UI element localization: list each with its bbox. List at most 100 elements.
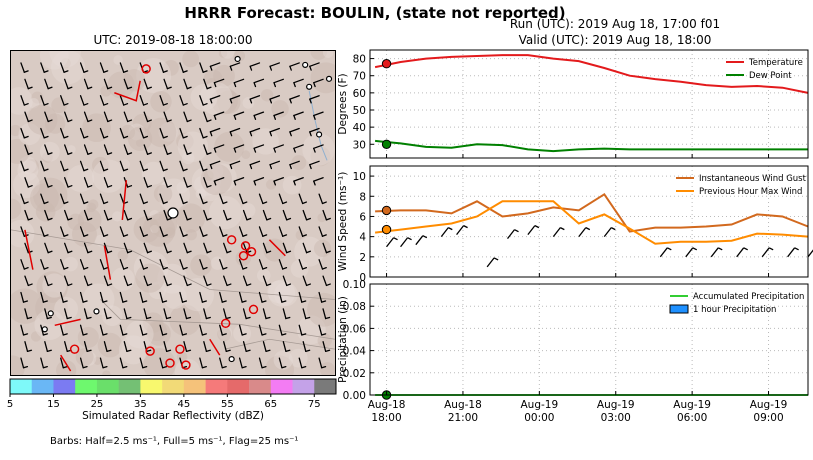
wind-barb [79, 127, 89, 139]
wind-barb [238, 193, 248, 205]
colorbar-frame [9, 378, 337, 395]
wind-barb [44, 177, 53, 188]
wind-barb [163, 78, 172, 90]
wind-barb [183, 308, 192, 320]
wind-barb [103, 308, 112, 320]
wind-barb [20, 62, 29, 73]
wind-barb [163, 341, 172, 352]
x-tick-label: 00:00 [524, 412, 554, 424]
wind-barb [219, 324, 227, 336]
wind-barb [139, 226, 149, 237]
wind-barb [159, 226, 168, 237]
wind-barb [258, 357, 267, 369]
colorbar-swatch [205, 379, 228, 394]
y-axis-label: Precipitation (in) [337, 296, 349, 383]
wind-barb [159, 193, 168, 205]
wind-barb [103, 111, 113, 123]
wind-barb [213, 144, 225, 153]
x-tick-label: 09:00 [753, 412, 783, 424]
station-dot [302, 61, 309, 68]
wind-barb [64, 78, 73, 90]
wind-barb [83, 78, 93, 90]
wind-barb [249, 62, 261, 71]
wind-barb [159, 95, 168, 106]
wind-barb [179, 62, 188, 73]
wind-barb [103, 78, 113, 90]
wind-barb [400, 237, 412, 248]
series-line [375, 139, 808, 153]
wind-barb [60, 160, 69, 172]
wind-barb [123, 308, 132, 320]
wind-barb [139, 193, 149, 205]
wind-barb [309, 160, 320, 170]
wind-barb [318, 357, 327, 369]
wind-barb [298, 324, 307, 336]
plot-frame [369, 49, 809, 159]
wind-barb [99, 291, 108, 303]
wind-barb [20, 95, 29, 106]
wind-barb [20, 291, 29, 303]
wind-barb [289, 95, 300, 104]
wind-barb [242, 209, 252, 221]
wind-barb [83, 177, 93, 188]
series-line [375, 192, 809, 233]
x-tick-label: 06:00 [677, 412, 707, 424]
wind-barb [119, 259, 129, 270]
y-tick-label: 0.04 [343, 346, 367, 358]
wind-barb [159, 291, 168, 303]
wind-barb [139, 357, 148, 369]
y-tick-label: 6 [359, 211, 366, 223]
wind-barb [302, 275, 311, 287]
wind-barb [143, 242, 152, 254]
station-barb [103, 245, 112, 280]
station-circle [145, 346, 155, 356]
wind-barb [253, 144, 265, 153]
wind-barb [199, 193, 208, 205]
wind-barb [139, 324, 148, 336]
station-observations [24, 64, 286, 372]
wind-barb [24, 177, 33, 188]
wind-barb [807, 249, 813, 258]
wind-barb [20, 127, 29, 139]
map-title: UTC: 2019-08-18 18:00:00 [93, 33, 253, 47]
wind-barb [60, 291, 68, 303]
wind-barb [293, 144, 304, 153]
wind-barb [223, 275, 232, 287]
wind-barb [249, 160, 261, 170]
wind-barb [60, 127, 69, 139]
wind-barb [119, 324, 128, 336]
colorbar-swatch [183, 379, 206, 394]
wind-barb [20, 324, 29, 336]
wind-barb [440, 227, 453, 238]
legend: Temperature Dew Point [726, 58, 803, 81]
wind-barb [60, 324, 68, 336]
wind-barb [143, 78, 152, 90]
station-dot [228, 356, 235, 363]
wind-barb [209, 62, 221, 71]
y-tick-label: 0.10 [343, 279, 366, 291]
wind-barb [183, 341, 192, 352]
wind-barb [119, 226, 129, 237]
wind-barb [318, 324, 327, 336]
y-tick-label: 0.06 [343, 323, 367, 335]
wind-barb [203, 144, 212, 155]
wind-barb [40, 259, 49, 270]
wind-barb [99, 127, 109, 139]
wind-barb [183, 275, 192, 287]
wind-barb [44, 209, 53, 221]
wind-barb [44, 275, 53, 287]
wind-barb [79, 62, 89, 73]
black-stations [41, 55, 333, 363]
wind-barb [322, 242, 331, 254]
wind-barb [238, 324, 247, 336]
wind-barb [40, 95, 49, 106]
wind-barb [143, 177, 152, 188]
colorbar-swatch [249, 379, 272, 394]
y-tick-label: 60 [353, 88, 366, 100]
colorbar-swatch [140, 379, 163, 394]
colorbar-tick-label: 75 [308, 399, 321, 410]
wind-barb [119, 62, 129, 73]
wind-barb [139, 127, 149, 139]
wind-barb [273, 111, 284, 120]
station-circle [69, 344, 80, 354]
